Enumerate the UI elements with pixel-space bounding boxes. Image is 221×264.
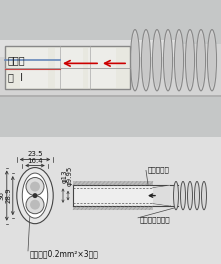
Ellipse shape [173, 181, 179, 210]
Ellipse shape [130, 30, 139, 91]
Ellipse shape [175, 30, 183, 91]
Ellipse shape [141, 30, 151, 91]
FancyBboxPatch shape [0, 40, 180, 57]
Ellipse shape [196, 30, 206, 91]
FancyBboxPatch shape [88, 48, 116, 88]
Ellipse shape [164, 34, 171, 87]
Text: 23.5: 23.5 [27, 151, 43, 157]
Ellipse shape [17, 168, 53, 224]
FancyBboxPatch shape [73, 206, 153, 210]
Ellipse shape [143, 34, 149, 87]
Ellipse shape [185, 30, 194, 91]
Polygon shape [153, 186, 170, 206]
Circle shape [32, 193, 38, 198]
Circle shape [30, 200, 40, 210]
Ellipse shape [202, 181, 206, 210]
FancyBboxPatch shape [20, 48, 48, 88]
Text: 16.4: 16.4 [27, 158, 43, 164]
Text: φ13: φ13 [62, 170, 68, 183]
FancyBboxPatch shape [73, 186, 153, 206]
Text: サヤ管挿入方向: サヤ管挿入方向 [140, 216, 171, 223]
FancyBboxPatch shape [0, 65, 221, 97]
Text: 行  I: 行 I [8, 72, 23, 82]
FancyBboxPatch shape [0, 0, 221, 137]
Ellipse shape [187, 181, 192, 210]
Ellipse shape [175, 34, 183, 87]
Text: φ9.95: φ9.95 [67, 166, 73, 186]
Circle shape [26, 177, 44, 196]
Ellipse shape [131, 34, 139, 87]
Ellipse shape [22, 173, 48, 218]
Ellipse shape [154, 34, 160, 87]
Ellipse shape [208, 30, 217, 91]
FancyBboxPatch shape [73, 181, 153, 186]
Text: 信号線（0.2mm²×3芯）: 信号線（0.2mm²×3芯） [30, 249, 99, 258]
Ellipse shape [164, 30, 173, 91]
Text: モドリ: モドリ [8, 55, 26, 65]
FancyBboxPatch shape [5, 46, 130, 89]
Circle shape [26, 196, 44, 214]
Ellipse shape [194, 181, 200, 210]
Text: 28.9: 28.9 [6, 188, 12, 204]
Ellipse shape [181, 181, 185, 210]
FancyBboxPatch shape [0, 44, 221, 95]
Text: 36: 36 [0, 191, 5, 200]
Text: ダ円サヤ管: ダ円サヤ管 [148, 166, 170, 173]
Ellipse shape [187, 34, 194, 87]
Ellipse shape [198, 34, 204, 87]
Ellipse shape [152, 30, 162, 91]
Circle shape [30, 182, 40, 192]
FancyBboxPatch shape [55, 48, 83, 88]
Ellipse shape [208, 34, 215, 87]
